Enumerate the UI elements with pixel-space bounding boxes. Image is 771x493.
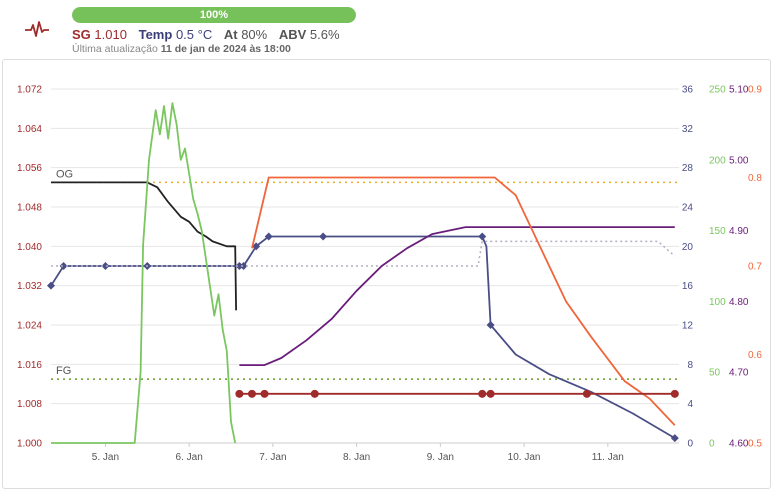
reference-label-fg: FG: [56, 365, 71, 377]
temperature-point: [252, 242, 261, 251]
temperature-tick-label: 8: [687, 360, 693, 371]
gravity-tick-label: 1.056: [17, 163, 42, 174]
temperature-point: [264, 232, 273, 241]
at-value: 80%: [241, 27, 268, 42]
battery-tick-label: 200: [709, 155, 726, 166]
progress-fill: [72, 7, 356, 23]
temperature-tick-label: 16: [682, 281, 694, 292]
gravity-tick-label: 1.072: [17, 85, 42, 96]
last-updated-prefix: Última atualização: [72, 43, 158, 55]
at-label: At: [223, 27, 238, 42]
temperature-setpoint-series: [51, 240, 676, 267]
gravity-tick-label: 1.008: [17, 399, 42, 410]
abv-tick-label: 4.70: [729, 368, 749, 379]
temperature-point: [319, 232, 328, 241]
temperature-point: [101, 262, 110, 270]
temperature-tick-label: 20: [682, 242, 694, 253]
sg-point: [478, 389, 487, 398]
temperature-point: [239, 262, 248, 270]
abv-tick-label: 4.90: [729, 226, 749, 237]
sg-point: [310, 389, 319, 398]
battery-tick-label: 100: [709, 297, 726, 308]
x-tick-label: 5. Jan: [92, 452, 119, 463]
temperature-point: [478, 232, 487, 241]
temperature-point: [670, 434, 679, 443]
sg-point: [260, 389, 269, 398]
fermentation-chart[interactable]: 1.000 1.008 1.016 1.024 1.032 1.040 1.048 1.056…: [3, 60, 770, 488]
at-tick-label: 0.5: [748, 439, 762, 450]
gravity-tick-label: 1.032: [17, 281, 42, 292]
abv-tick-label: 5.10: [729, 85, 749, 96]
gravity-series: [51, 181, 237, 311]
progress-bar: 100%: [72, 7, 356, 23]
heartbeat-icon: [25, 21, 49, 37]
battery-tick-label: 0: [709, 439, 715, 450]
at-tick-label: 0.9: [748, 85, 762, 96]
sg-point: [235, 389, 244, 398]
gravity-tick-label: 1.000: [17, 439, 42, 450]
x-tick-label: 10. Jan: [508, 452, 541, 463]
gravity-tick-label: 1.048: [17, 203, 42, 214]
last-updated: Última atualização 11 de jan de 2024 às …: [72, 43, 291, 55]
progress-label: 100%: [199, 9, 229, 21]
at-tick-label: 0.8: [748, 173, 762, 184]
temperature-point: [235, 262, 244, 270]
x-tick-label: 9. Jan: [427, 452, 454, 463]
temperature-tick-label: 36: [682, 85, 694, 96]
gravity-tick-label: 1.040: [17, 242, 42, 253]
x-tick-label: 11. Jan: [592, 452, 624, 463]
reference-label-og: OG: [56, 168, 73, 180]
x-tick-label: 8. Jan: [343, 452, 370, 463]
temperature-tick-label: 32: [682, 124, 694, 135]
temperature-point: [59, 262, 68, 270]
abv-series: [239, 226, 675, 366]
temperature-tick-label: 24: [682, 203, 694, 214]
x-tick-label: 6. Jan: [176, 452, 203, 463]
temperature-tick-label: 28: [682, 163, 694, 174]
abv-value: 5.6%: [309, 27, 340, 42]
gravity-tick-label: 1.064: [17, 124, 42, 135]
abv-tick-label: 4.60: [729, 439, 749, 450]
abv-tick-label: 5.00: [729, 155, 749, 166]
chart-container[interactable]: 1.000 1.008 1.016 1.024 1.032 1.040 1.048 1.056…: [2, 59, 771, 489]
abv-tick-label: 4.80: [729, 297, 749, 308]
sg-point: [486, 389, 495, 398]
temp-value: 0.5 °C: [175, 27, 213, 42]
battery-series: [51, 102, 237, 444]
last-updated-datetime: 11 de jan de 2024 às 18:00: [160, 43, 291, 55]
header: 100% SG 1.010 Temp 0.5 °C At 80% ABV 5.6…: [0, 0, 771, 58]
temperature-point: [486, 321, 495, 329]
gravity-tick-label: 1.016: [17, 360, 42, 371]
temperature-tick-label: 12: [682, 321, 694, 332]
battery-tick-label: 250: [709, 85, 726, 96]
gravity-tick-label: 1.024: [17, 321, 42, 332]
sg-label: SG: [72, 27, 91, 42]
at-tick-label: 0.7: [748, 262, 762, 273]
abv-label: ABV: [278, 27, 307, 42]
sg-point: [582, 389, 591, 398]
sg-value: 1.010: [94, 27, 127, 42]
x-tick-label: 7. Jan: [259, 452, 286, 463]
temperature-tick-label: 0: [687, 439, 693, 450]
battery-tick-label: 50: [709, 368, 721, 379]
temperature-point: [47, 281, 55, 290]
at-series: [251, 176, 676, 426]
sg-point: [247, 389, 256, 398]
temperature-tick-label: 4: [687, 399, 693, 410]
sg-point: [670, 389, 679, 398]
temp-label: Temp: [138, 27, 173, 42]
at-tick-label: 0.6: [748, 350, 762, 361]
battery-tick-label: 150: [709, 226, 726, 237]
stats-row: SG 1.010 Temp 0.5 °C At 80% ABV 5.6%: [72, 27, 348, 42]
